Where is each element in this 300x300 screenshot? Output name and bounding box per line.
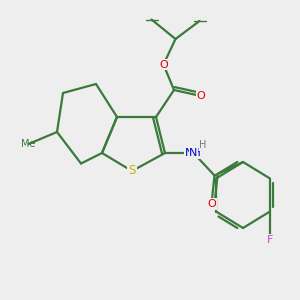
Text: F: F bbox=[267, 235, 273, 245]
Text: NH: NH bbox=[185, 148, 202, 158]
Text: N: N bbox=[189, 148, 198, 158]
Text: Me: Me bbox=[21, 139, 36, 149]
Text: S: S bbox=[128, 164, 136, 178]
Text: O: O bbox=[159, 59, 168, 70]
Text: O: O bbox=[207, 199, 216, 209]
Text: H: H bbox=[199, 140, 206, 151]
Text: O: O bbox=[196, 91, 206, 101]
